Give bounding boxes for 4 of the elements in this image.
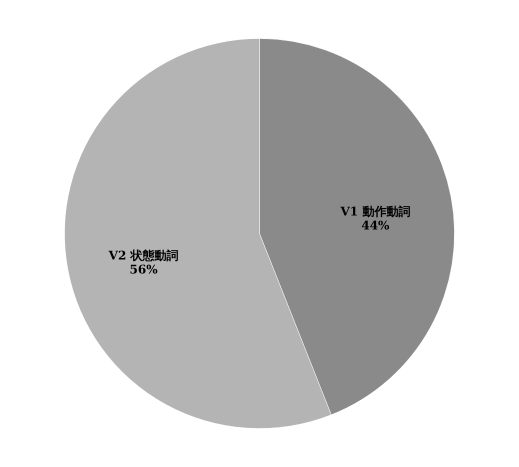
data-label: 56% [130,262,158,277]
slice-label: V2 状態動詞 [108,248,179,263]
slice-label: V1 動作動詞 [339,204,410,218]
data-label: 44% [361,218,390,232]
